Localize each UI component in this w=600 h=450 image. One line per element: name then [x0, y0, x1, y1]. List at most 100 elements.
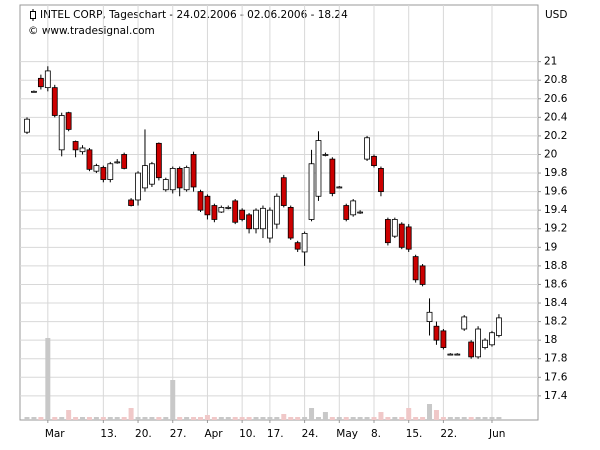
- candle-body: [232, 200, 239, 223]
- candle-body: [489, 332, 495, 346]
- candle-body: [433, 325, 440, 341]
- candle-body: [51, 87, 58, 116]
- x-tick-label: 27.: [170, 428, 187, 440]
- volume-bar: [475, 417, 481, 420]
- candle-body: [190, 154, 197, 188]
- candle-body: [398, 223, 405, 248]
- volume-bar: [142, 417, 148, 420]
- candle-body: [253, 209, 259, 230]
- candle-body: [350, 200, 357, 216]
- volume-bar: [253, 417, 259, 420]
- candle-body: [211, 205, 218, 220]
- volume-bar: [45, 338, 51, 420]
- candle-body: [287, 206, 294, 239]
- volume-bar: [496, 417, 502, 420]
- y-tick-label: 20: [544, 148, 557, 160]
- volume-bar: [433, 410, 439, 420]
- y-tick-label: 18.4: [544, 297, 568, 309]
- volume-bar: [177, 417, 183, 420]
- volume-bar: [163, 417, 169, 420]
- candle-body: [142, 165, 148, 189]
- chart-title: INTEL CORP, Tageschart - 24.02.2006 - 02…: [40, 9, 348, 21]
- x-tick-label: 10.: [239, 428, 256, 440]
- candle-body: [204, 195, 211, 216]
- candle-body: [273, 195, 280, 225]
- y-tick-label: 18.2: [544, 316, 567, 328]
- candle-body: [100, 167, 107, 180]
- y-tick-label: 20.8: [544, 74, 567, 86]
- volume-bar: [66, 410, 72, 420]
- y-tick-label: 19.2: [544, 223, 567, 235]
- candle-body: [135, 172, 141, 201]
- candle-body: [183, 167, 190, 191]
- candle-body: [266, 209, 273, 239]
- volume-bar: [322, 412, 328, 420]
- y-tick-label: 20.2: [544, 130, 567, 142]
- candle-body: [260, 207, 266, 230]
- volume-bar: [204, 415, 210, 420]
- volume-bar: [184, 417, 190, 420]
- volume-bar: [302, 417, 308, 420]
- candle-body: [315, 140, 322, 197]
- candle-body: [461, 316, 468, 330]
- volume-bar: [156, 417, 162, 420]
- candle-body: [239, 209, 246, 220]
- candle-body: [294, 242, 301, 250]
- candle-body: [280, 177, 287, 206]
- candle-body: [58, 115, 65, 151]
- volume-bar: [198, 417, 203, 420]
- volume-bar: [350, 417, 356, 420]
- volume-bar: [121, 417, 127, 420]
- candle-body: [93, 165, 100, 172]
- x-tick-label: 17.: [267, 428, 284, 440]
- volume-bar: [170, 380, 176, 420]
- volume-bar: [461, 417, 467, 420]
- y-tick-label: 19.4: [544, 204, 568, 216]
- y-tick-label: 18: [544, 334, 557, 346]
- candle-body: [447, 353, 454, 356]
- volume-bar: [59, 417, 65, 420]
- volume-bar: [281, 414, 287, 420]
- volume-bar: [239, 417, 245, 420]
- volume-bar: [73, 417, 79, 420]
- x-tick-label: 24.: [302, 428, 319, 440]
- candle-body: [468, 341, 475, 358]
- x-tick-label: Apr: [204, 428, 223, 440]
- candle-body: [162, 179, 169, 191]
- candle-body: [426, 311, 433, 322]
- volume-bar: [218, 417, 224, 420]
- y-tick-label: 19: [544, 241, 557, 253]
- volume-bar: [468, 417, 474, 420]
- volume-bar: [191, 417, 197, 420]
- volume-bar: [420, 417, 426, 420]
- volume-bar: [246, 417, 252, 420]
- volume-bar: [267, 417, 273, 420]
- volume-bar: [454, 417, 460, 420]
- candle-body: [65, 112, 72, 130]
- volume-bar: [295, 417, 301, 420]
- volume-bar: [343, 417, 349, 420]
- y-tick-label: 17.8: [544, 353, 567, 365]
- candle-body: [86, 149, 93, 170]
- candle-body: [114, 161, 121, 164]
- y-tick-label: 20.6: [544, 93, 568, 105]
- volume-bar: [329, 417, 335, 420]
- volume-bar: [406, 408, 412, 420]
- volume-bar: [288, 417, 294, 420]
- candle-body: [371, 155, 377, 167]
- volume-bar: [371, 417, 377, 420]
- candle-body: [357, 211, 364, 214]
- volume-bar: [38, 417, 44, 420]
- volume-bar: [378, 412, 384, 420]
- volume-bar: [364, 417, 370, 420]
- candle-body: [44, 70, 51, 89]
- chart-subtitle: © www.tradesignal.com: [28, 25, 155, 37]
- candle-body: [197, 191, 204, 211]
- candle-body: [419, 265, 426, 285]
- candle-body: [31, 90, 37, 93]
- candle-body: [218, 206, 225, 213]
- volume-bar: [225, 417, 231, 420]
- y-tick-label: 21: [544, 56, 557, 68]
- candle-body: [121, 154, 128, 169]
